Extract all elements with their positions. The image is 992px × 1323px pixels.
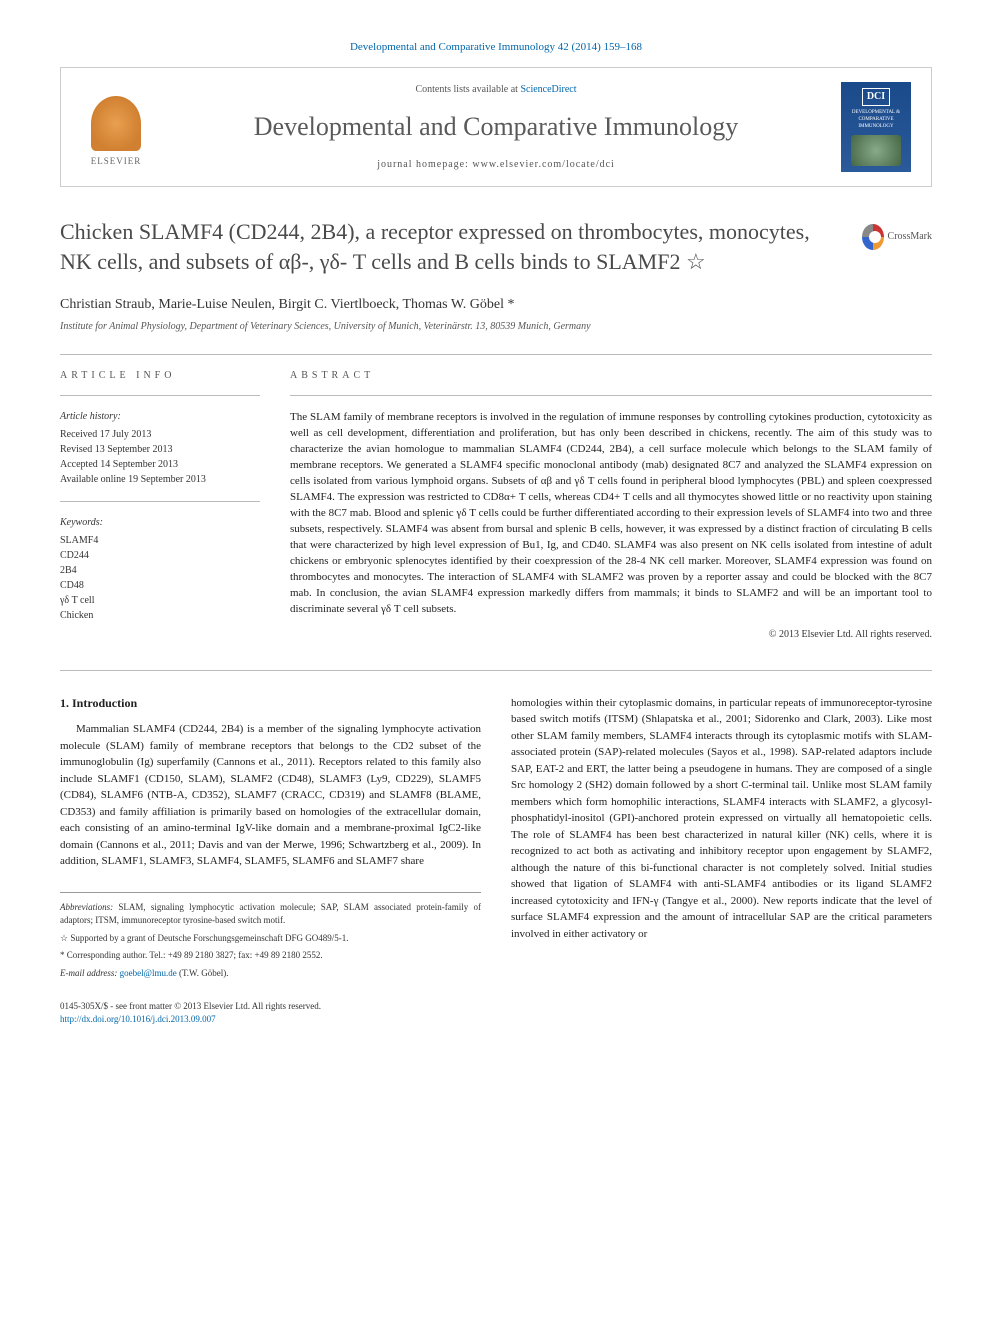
footer-issn: 0145-305X/$ - see front matter © 2013 El… xyxy=(60,1000,321,1013)
keyword-4: γδ T cell xyxy=(60,593,260,608)
email-label: E-mail address: xyxy=(60,968,120,978)
abbrev-label: Abbreviations: xyxy=(60,902,113,912)
footnotes-block: Abbreviations: SLAM, signaling lymphocyt… xyxy=(60,892,481,981)
journal-name: Developmental and Comparative Immunology xyxy=(151,109,841,145)
divider-info-2 xyxy=(60,501,260,502)
homepage-line: journal homepage: www.elsevier.com/locat… xyxy=(151,158,841,172)
homepage-prefix: journal homepage: xyxy=(377,159,472,170)
divider-bottom xyxy=(60,670,932,671)
email-link[interactable]: goebel@lmu.de xyxy=(120,968,177,978)
history-accepted: Accepted 14 September 2013 xyxy=(60,457,260,472)
cover-abbrev: DCI xyxy=(862,88,890,106)
footnote-star: ☆ Supported by a grant of Deutsche Forsc… xyxy=(60,932,481,946)
keywords-label: Keywords: xyxy=(60,516,260,530)
journal-header: ELSEVIER Contents lists available at Sci… xyxy=(60,67,932,187)
sciencedirect-link[interactable]: ScienceDirect xyxy=(520,84,576,95)
footnote-email: E-mail address: goebel@lmu.de (T.W. Göbe… xyxy=(60,967,481,981)
article-history-block: Article history: Received 17 July 2013 R… xyxy=(60,410,260,487)
header-center: Contents lists available at ScienceDirec… xyxy=(151,83,841,171)
info-abstract-row: ARTICLE INFO Article history: Received 1… xyxy=(60,369,932,641)
divider-top xyxy=(60,354,932,355)
abstract-column: ABSTRACT The SLAM family of membrane rec… xyxy=(290,369,932,641)
abstract-copyright: © 2013 Elsevier Ltd. All rights reserved… xyxy=(290,628,932,642)
body-col-left: 1. Introduction Mammalian SLAMF4 (CD244,… xyxy=(60,695,481,985)
keyword-5: Chicken xyxy=(60,608,260,623)
divider-info-1 xyxy=(60,395,260,396)
article-title: Chicken SLAMF4 (CD244, 2B4), a receptor … xyxy=(60,217,842,276)
page-footer: 0145-305X/$ - see front matter © 2013 El… xyxy=(60,1000,932,1025)
homepage-url[interactable]: www.elsevier.com/locate/dci xyxy=(472,159,614,170)
abstract-text: The SLAM family of membrane receptors is… xyxy=(290,410,932,617)
affiliation-line: Institute for Animal Physiology, Departm… xyxy=(60,320,932,334)
journal-cover-thumb: DCI DEVELOPMENTAL & COMPARATIVE IMMUNOLO… xyxy=(841,82,911,172)
keyword-1: CD244 xyxy=(60,548,260,563)
intro-heading: 1. Introduction xyxy=(60,695,481,712)
crossmark-icon xyxy=(862,224,884,250)
body-columns: 1. Introduction Mammalian SLAMF4 (CD244,… xyxy=(60,695,932,985)
history-online: Available online 19 September 2013 xyxy=(60,472,260,487)
intro-col2-text: homologies within their cytoplasmic doma… xyxy=(511,695,932,943)
body-col-right: homologies within their cytoplasmic doma… xyxy=(511,695,932,985)
footnote-corr: * Corresponding author. Tel.: +49 89 218… xyxy=(60,949,481,963)
authors-line: Christian Straub, Marie-Luise Neulen, Bi… xyxy=(60,295,932,315)
divider-abstract xyxy=(290,395,932,396)
intro-col1-para: Mammalian SLAMF4 (CD244, 2B4) is a membe… xyxy=(60,721,481,870)
cover-subtitle: DEVELOPMENTAL & COMPARATIVE IMMUNOLOGY xyxy=(845,109,907,130)
title-row: Chicken SLAMF4 (CD244, 2B4), a receptor … xyxy=(60,217,932,276)
history-label: Article history: xyxy=(60,410,260,424)
elsevier-logo: ELSEVIER xyxy=(81,87,151,167)
keywords-block: Keywords: SLAMF4 CD244 2B4 CD48 γδ T cel… xyxy=(60,516,260,623)
keyword-2: 2B4 xyxy=(60,563,260,578)
article-info-column: ARTICLE INFO Article history: Received 1… xyxy=(60,369,260,641)
keyword-3: CD48 xyxy=(60,578,260,593)
history-revised: Revised 13 September 2013 xyxy=(60,442,260,457)
abbrev-text: SLAM, signaling lymphocytic activation m… xyxy=(60,902,481,926)
crossmark-badge[interactable]: CrossMark xyxy=(862,217,932,257)
contents-line: Contents lists available at ScienceDirec… xyxy=(151,83,841,97)
journal-citation: Developmental and Comparative Immunology… xyxy=(60,40,932,55)
crossmark-label: CrossMark xyxy=(888,230,932,244)
abstract-heading: ABSTRACT xyxy=(290,369,932,383)
elsevier-label: ELSEVIER xyxy=(91,155,142,168)
elsevier-tree-icon xyxy=(91,96,141,151)
email-suffix: (T.W. Göbel). xyxy=(177,968,229,978)
page-root: Developmental and Comparative Immunology… xyxy=(0,0,992,1066)
intro-col1-text: Mammalian SLAMF4 (CD244, 2B4) is a membe… xyxy=(60,721,481,870)
history-received: Received 17 July 2013 xyxy=(60,427,260,442)
cover-image-icon xyxy=(851,135,901,166)
contents-prefix: Contents lists available at xyxy=(415,84,520,95)
footer-doi-link[interactable]: http://dx.doi.org/10.1016/j.dci.2013.09.… xyxy=(60,1014,216,1024)
article-info-heading: ARTICLE INFO xyxy=(60,369,260,383)
footer-left: 0145-305X/$ - see front matter © 2013 El… xyxy=(60,1000,321,1025)
keyword-0: SLAMF4 xyxy=(60,533,260,548)
footnote-abbrev: Abbreviations: SLAM, signaling lymphocyt… xyxy=(60,901,481,928)
